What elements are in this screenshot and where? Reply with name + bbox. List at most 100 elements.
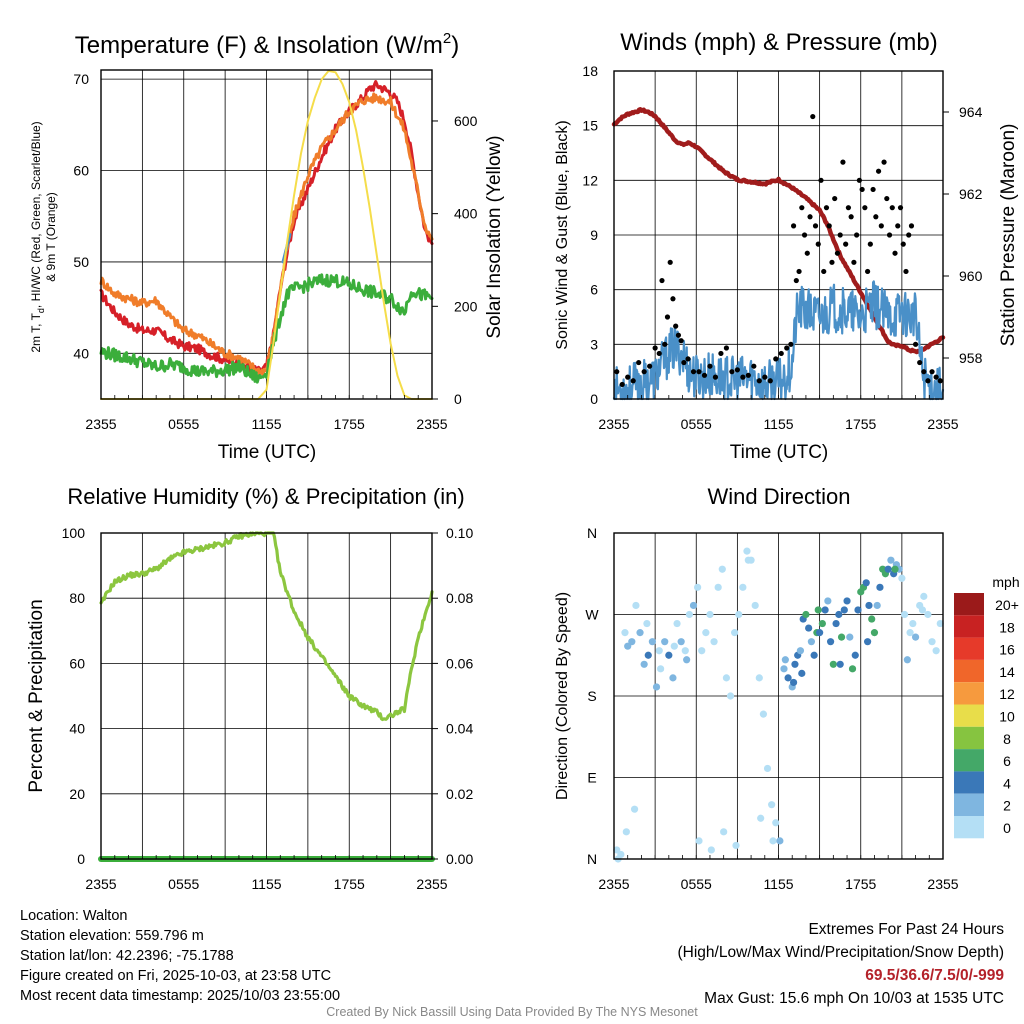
direction-point (818, 619, 826, 628)
direction-point (789, 678, 798, 687)
direction-point (854, 606, 862, 614)
gust-point (826, 223, 832, 229)
wind-direction-panel-title: Wind Direction (707, 484, 850, 509)
gust-point (681, 359, 687, 366)
precip-y2-tick-label: 0.02 (446, 786, 473, 802)
direction-point (876, 583, 884, 591)
direction-point (720, 828, 728, 836)
precip-y2-tick-label: 0.08 (446, 590, 473, 606)
gust-point (856, 177, 862, 183)
direction-point (669, 674, 677, 682)
pressure-line (611, 107, 946, 355)
colorbar-swatch (954, 637, 984, 660)
gust-point (845, 205, 852, 211)
direction-point (732, 841, 740, 850)
insolation-y2-tick-label: 200 (454, 298, 478, 314)
gust-point (690, 369, 697, 375)
extremes-values: 69.5/36.6/7.5/0/-999 (865, 967, 1004, 984)
gust-point (834, 250, 841, 256)
humidity-line (99, 531, 434, 722)
direction-point (706, 610, 714, 619)
gust-point (701, 372, 708, 378)
direction-point (776, 837, 784, 845)
figure-created: Figure created on Fri, 2025-10-03, at 23… (20, 968, 332, 984)
gust-point (870, 186, 876, 193)
direction-point (846, 633, 854, 641)
direction-point (920, 592, 928, 600)
winds-x-tick-label: 2355 (927, 416, 958, 432)
direction-point (810, 651, 818, 659)
colorbar-label: 4 (1003, 775, 1011, 791)
gust-point (921, 369, 927, 375)
humidity-left-axis-label: Percent & Precipitation (26, 599, 47, 792)
colorbar-swatch (954, 615, 984, 638)
winds-panel: 2355 0555 1155 1755 235503691215189589609629… (554, 29, 1019, 463)
gust-point (812, 223, 819, 229)
direction-point (862, 579, 870, 587)
gust-point (667, 259, 673, 265)
direction-point (718, 565, 726, 573)
humidity-y-tick-label: 40 (69, 721, 85, 737)
gust-point (652, 345, 658, 351)
direction-point (772, 819, 780, 827)
direction-point (630, 805, 639, 813)
direction-point (826, 638, 835, 646)
wind-direction-y-tick-label: W (585, 607, 599, 623)
gust-point (778, 350, 784, 357)
gust-point (784, 345, 790, 351)
insolation-y2-tick-label: 600 (454, 113, 478, 129)
colorbar-swatch (954, 593, 984, 616)
pressure-y2-tick-label: 964 (959, 104, 983, 120)
direction-point (726, 692, 735, 700)
humidity-y-tick-label: 0 (77, 851, 85, 867)
gust-point (892, 250, 898, 256)
direction-point (837, 633, 846, 641)
extremes-box: Extremes For Past 24 Hours (High/Low/Max… (678, 918, 1005, 1010)
direction-point (909, 619, 917, 628)
gust-point (815, 241, 821, 247)
direction-point (805, 624, 813, 632)
colorbar-label: 8 (1003, 731, 1011, 747)
wind-direction-x-tick-label: 1155 (763, 876, 793, 892)
gust-point (678, 338, 684, 344)
winds-y-tick-label: 15 (582, 118, 598, 134)
direction-point (652, 683, 661, 691)
gust-point (659, 277, 665, 284)
direction-point (814, 606, 822, 614)
gust-point (625, 374, 631, 380)
direction-point (903, 656, 911, 664)
direction-point (911, 633, 920, 641)
gust-point (900, 241, 906, 247)
temperature-panel: 2355 0555 1155 1755 2355 40 50 60 70 0 200 400 600 T… (29, 30, 505, 463)
gust-point (773, 356, 779, 362)
direction-point (769, 837, 777, 845)
extremes-title: Extremes For Past 24 Hours (808, 921, 1004, 938)
gust-point (740, 374, 746, 380)
gust-point (718, 350, 724, 357)
direction-point (657, 665, 665, 673)
winds-y-tick-label: 9 (590, 227, 598, 243)
direction-point (695, 837, 703, 845)
gust-point (670, 296, 676, 302)
colorbar-label: 12 (999, 686, 1015, 702)
gust-point (675, 332, 682, 338)
gust-point (875, 168, 882, 174)
colorbar-swatch (954, 659, 984, 683)
credit-line: Created By Nick Bassill Using Data Provi… (326, 1005, 698, 1019)
gust-point (788, 341, 794, 347)
humidity-y-tick-label: 80 (69, 590, 85, 606)
direction-point (901, 610, 909, 619)
direction-point (681, 647, 689, 655)
direction-point (677, 638, 685, 646)
colorbar-swatch (954, 749, 984, 772)
station-latlon: Station lat/lon: 42.2396; -75.1788 (20, 948, 234, 964)
direction-point (757, 814, 765, 822)
winds-x-tick-label: 2355 (598, 416, 629, 432)
precip-y2-tick-label: 0.04 (446, 721, 473, 737)
direction-point (865, 601, 873, 610)
wind-direction-y-tick-label: S (587, 688, 596, 704)
winds-panel-title: Winds (mph) & Pressure (mb) (620, 29, 937, 56)
gust-point (823, 205, 830, 211)
gust-point (929, 369, 935, 375)
precip-y2-tick-label: 0.06 (446, 655, 473, 671)
